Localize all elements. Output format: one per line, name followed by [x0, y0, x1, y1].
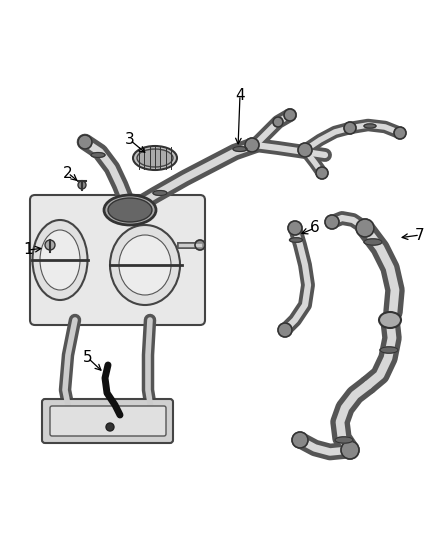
Text: 7: 7 — [415, 228, 425, 243]
Ellipse shape — [108, 198, 152, 222]
Circle shape — [106, 423, 114, 431]
Circle shape — [195, 240, 205, 250]
Circle shape — [344, 122, 356, 134]
Text: 3: 3 — [125, 133, 135, 148]
Circle shape — [273, 117, 283, 127]
Ellipse shape — [119, 235, 171, 295]
Circle shape — [292, 432, 308, 448]
Ellipse shape — [364, 239, 382, 245]
Circle shape — [284, 109, 296, 121]
FancyBboxPatch shape — [50, 406, 166, 436]
FancyBboxPatch shape — [42, 399, 173, 443]
Ellipse shape — [91, 152, 105, 157]
Circle shape — [278, 323, 292, 337]
Text: 6: 6 — [310, 221, 320, 236]
Circle shape — [288, 221, 302, 235]
Circle shape — [341, 441, 359, 459]
Circle shape — [394, 127, 406, 139]
Ellipse shape — [104, 195, 156, 225]
Circle shape — [78, 181, 86, 189]
Circle shape — [325, 215, 339, 229]
Ellipse shape — [379, 312, 401, 328]
Text: 5: 5 — [83, 351, 93, 366]
Ellipse shape — [32, 220, 88, 300]
Ellipse shape — [40, 230, 80, 290]
Ellipse shape — [153, 191, 167, 196]
Circle shape — [316, 167, 328, 179]
FancyBboxPatch shape — [30, 195, 205, 325]
Ellipse shape — [110, 225, 180, 305]
Ellipse shape — [364, 124, 376, 128]
Ellipse shape — [137, 149, 173, 167]
Circle shape — [245, 138, 259, 152]
Circle shape — [45, 240, 55, 250]
Text: 4: 4 — [235, 87, 245, 102]
Text: 2: 2 — [63, 166, 73, 181]
Ellipse shape — [380, 347, 398, 353]
Circle shape — [78, 135, 92, 149]
Ellipse shape — [290, 238, 303, 243]
Ellipse shape — [133, 146, 177, 170]
Circle shape — [356, 219, 374, 237]
Ellipse shape — [335, 437, 353, 443]
Circle shape — [298, 143, 312, 157]
Ellipse shape — [233, 147, 247, 151]
Text: 1: 1 — [23, 243, 33, 257]
